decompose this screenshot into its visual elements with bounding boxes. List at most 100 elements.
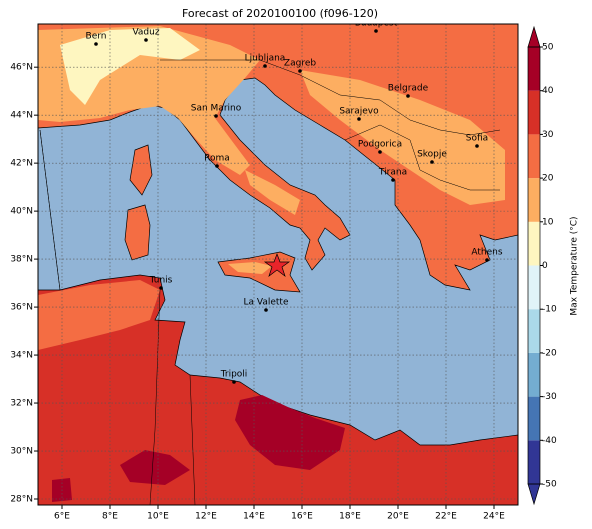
y-tick-label: 40°N [10, 207, 33, 217]
y-tick-label: 42°N [10, 159, 33, 169]
city-dot [159, 286, 163, 290]
land-warm-patch [38, 280, 160, 350]
city-dot [391, 178, 395, 182]
colorbar-band [528, 352, 540, 397]
land-cool-patch [60, 28, 200, 105]
colorbar-band [528, 47, 540, 91]
city-dot [430, 160, 434, 164]
colorbar-tick-label: -40 [542, 436, 557, 446]
city-dot [298, 69, 302, 73]
city-dot [475, 144, 479, 148]
city-label: Tripoli [220, 370, 248, 380]
border [344, 124, 500, 191]
city-label: Sofia [466, 134, 488, 144]
city-dot [374, 29, 378, 33]
border [160, 59, 501, 136]
y-tick-label: 32°N [10, 399, 33, 409]
colorbar-band [528, 265, 540, 310]
x-tick-label: 14°E [243, 512, 265, 522]
colorbar-tick-label: 20 [542, 174, 554, 184]
colorbar-band [528, 440, 540, 484]
colorbar-tick-label: -10 [542, 305, 557, 315]
land-warm-patch [300, 70, 505, 205]
city-label: La Valette [244, 298, 289, 308]
x-tick-label: 8°E [102, 512, 118, 522]
city-dot [485, 258, 489, 262]
location-star [263, 253, 291, 277]
colorbar-band [528, 309, 540, 353]
colorbar-tick-label: 0 [542, 261, 548, 271]
grid [38, 24, 518, 505]
city-dot [264, 308, 268, 312]
city-label: Ljubljana [245, 54, 286, 64]
city-label: Sarajevo [339, 107, 379, 117]
y-tick-label: 34°N [10, 351, 33, 361]
city-label: Athens [471, 248, 502, 258]
city-dot [263, 64, 267, 68]
city-label: Bern [86, 32, 107, 42]
city-dot [406, 94, 410, 98]
city-label: Podgorica [358, 140, 402, 150]
y-tick-label: 38°N [10, 255, 33, 265]
city-label: Vaduz [132, 28, 159, 38]
colorbar-band [528, 178, 540, 222]
colorbar: -50 -40 -30 -20 -10 0 10 20 30 40 50 [527, 25, 557, 506]
x-tick-label: 24°E [483, 512, 505, 522]
x-tick-label: 6°E [54, 512, 70, 522]
city-dot [214, 114, 218, 118]
x-tick-label: 12°E [195, 512, 217, 522]
land-corsica [129, 144, 153, 196]
city-dot [232, 380, 236, 384]
city-label: Belgrade [388, 84, 429, 94]
colorbar-tick-label: 10 [542, 217, 554, 227]
y-tick-label: 28°N [10, 495, 33, 505]
land-sardinia [124, 204, 151, 261]
axes: 6°E 8°E 10°E 12°E 14°E 16°E 18°E 20°E 22°E 24°E 28… [10, 63, 505, 522]
city-dot [215, 164, 219, 168]
city-dot [357, 117, 361, 121]
map-frame [37, 23, 519, 506]
colorbar-tick-label: -50 [542, 480, 557, 490]
colorbar-tick-label: 50 [542, 43, 554, 53]
colorbar-band [528, 90, 540, 135]
y-tick-label: 44°N [10, 111, 33, 121]
colorbar-extend-top [527, 25, 541, 48]
title: Forecast of 2020100100 (f096-120) [182, 7, 378, 20]
border [189, 374, 196, 505]
city-label: Roma [204, 154, 230, 164]
city-label: Skopje [417, 150, 447, 160]
x-tick-label: 10°E [147, 512, 169, 522]
x-tick-label: 16°E [291, 512, 313, 522]
x-tick-label: 20°E [387, 512, 409, 522]
x-tick-label: 22°E [435, 512, 457, 522]
city-dot [378, 150, 382, 154]
x-tick-label: 18°E [339, 512, 361, 522]
land-hot-patch [120, 450, 190, 485]
colorbar-band [528, 134, 540, 179]
colorbar-tick-label: -30 [542, 392, 557, 402]
y-tick-label: 30°N [10, 447, 33, 457]
colorbar-band [528, 396, 540, 441]
border [149, 289, 161, 505]
land-warm-patch [228, 262, 272, 274]
y-tick-label: 46°N [10, 63, 33, 73]
city-label: Tirana [378, 168, 407, 178]
city-dot [94, 42, 98, 46]
city-label: Tunis [149, 276, 173, 286]
colorbar-tick-label: 30 [542, 130, 554, 140]
city-label: San Marino [191, 104, 242, 114]
y-tick-label: 36°N [10, 303, 33, 313]
land-warm-patch [245, 170, 300, 215]
city-label: Budapest [355, 19, 398, 29]
colorbar-label: Max Temperature (°C) [570, 216, 580, 315]
city-label: Zagreb [284, 59, 316, 69]
colorbar-tick-label: -20 [542, 348, 557, 358]
border [39, 129, 61, 291]
colorbar-band [528, 221, 540, 266]
colorbar-tick-label: 40 [542, 86, 554, 96]
colorbar-extend-bottom [527, 483, 541, 506]
city-dot [144, 38, 148, 42]
